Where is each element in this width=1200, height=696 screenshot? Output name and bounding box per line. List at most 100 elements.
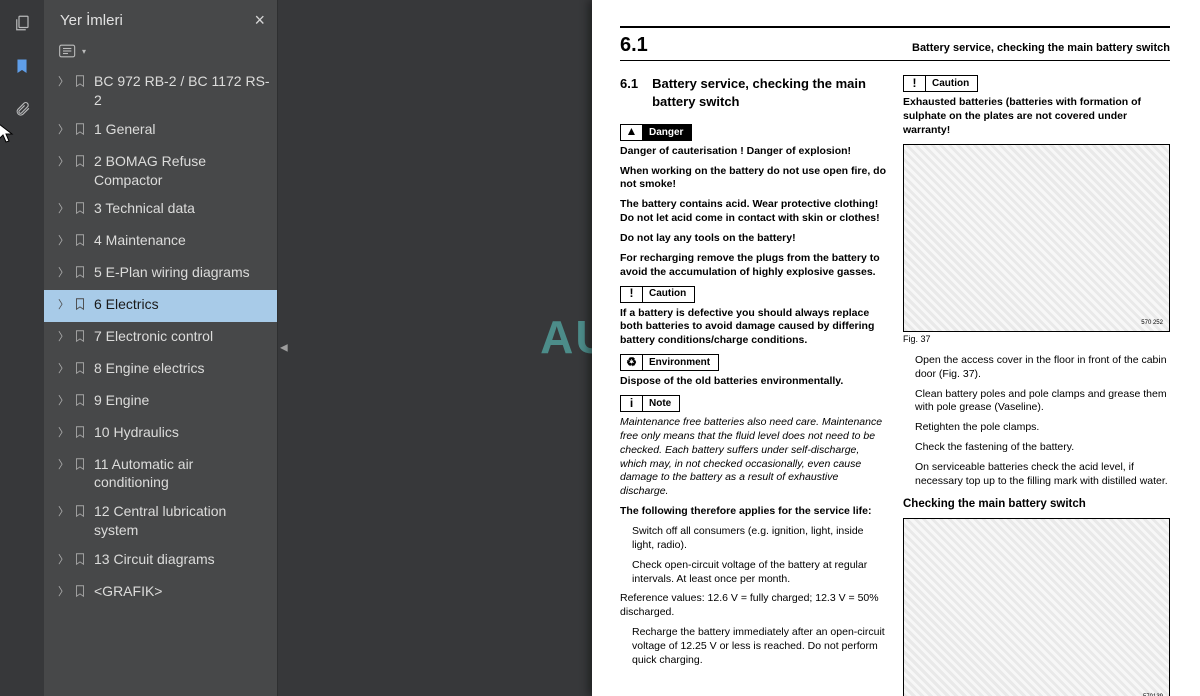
figure-37: 570 252 [903, 144, 1170, 332]
bookmark-flag-icon [73, 199, 87, 221]
figure-caption: Fig. 37 [903, 334, 1170, 346]
close-icon[interactable]: × [254, 10, 265, 31]
expand-icon[interactable]: 〉 [58, 423, 66, 441]
bookmark-flag-icon [73, 327, 87, 349]
body-text: For recharging remove the plugs from the… [620, 252, 887, 280]
expand-icon[interactable]: 〉 [58, 359, 66, 377]
body-text: Exhausted batteries (batteries with form… [903, 96, 1170, 138]
expand-icon[interactable]: 〉 [58, 391, 66, 409]
attachments-icon[interactable] [14, 100, 31, 123]
bookmark-item[interactable]: 〉4 Maintenance [44, 226, 277, 258]
caution-label: !Caution [620, 286, 695, 303]
bookmark-label: 1 General [94, 120, 271, 139]
expand-icon[interactable]: 〉 [58, 231, 66, 249]
expand-icon[interactable]: 〉 [58, 295, 66, 313]
bookmarks-panel: Yer İmleri × ▾ 〉 BC 972 RB-2 / BC 1172 RS… [44, 0, 278, 696]
bookmark-item[interactable]: 〉10 Hydraulics [44, 418, 277, 450]
body-text: If a battery is defective you should alw… [620, 307, 887, 349]
panel-header: Yer İmleri × [44, 0, 277, 37]
bookmark-label: 2 BOMAG Refuse Compactor [94, 152, 271, 190]
bookmark-label: 5 E-Plan wiring diagrams [94, 263, 271, 282]
bookmark-item[interactable]: 〉 BC 972 RB-2 / BC 1172 RS-2 [44, 67, 277, 115]
body-text: Reference values: 12.6 V = fully charged… [620, 592, 887, 620]
bookmark-item[interactable]: 〉 13 Circuit diagrams [44, 545, 277, 577]
bookmark-item[interactable]: 〉 1 General [44, 115, 277, 147]
body-text: Do not lay any tools on the battery! [620, 232, 887, 246]
bookmark-flag-icon [73, 263, 87, 285]
bookmark-flag-icon [73, 152, 87, 174]
expand-icon[interactable]: 〉 [58, 152, 66, 170]
bookmark-item[interactable]: 〉 3 Technical data [44, 194, 277, 226]
heading-number: 6.1 [620, 75, 638, 109]
expand-icon[interactable]: 〉 [58, 455, 66, 473]
body-text: On serviceable batteries check the acid … [903, 461, 1170, 489]
body-text: When working on the battery do not use o… [620, 165, 887, 193]
expand-icon[interactable]: 〉 [58, 199, 66, 217]
bookmark-item[interactable]: 〉 9 Engine [44, 386, 277, 418]
page-gutter [292, 0, 592, 696]
warning-icon: ! [621, 287, 643, 302]
label-text: Note [643, 397, 679, 410]
options-icon[interactable] [58, 43, 78, 59]
subheading: Checking the main battery switch [903, 497, 1170, 512]
body-text: The battery contains acid. Wear protecti… [620, 198, 887, 226]
bookmark-flag-icon [73, 231, 87, 253]
expand-icon[interactable]: 〉 [58, 502, 66, 520]
bookmark-item[interactable]: 〉 5 E-Plan wiring diagrams [44, 258, 277, 290]
expand-icon[interactable]: 〉 [58, 263, 66, 281]
bookmark-flag-icon [73, 550, 87, 572]
label-text: Danger [643, 126, 691, 139]
bookmark-item[interactable]: 〉7 Electronic control [44, 322, 277, 354]
bookmark-label: 12 Central lubrication system [94, 502, 271, 540]
warning-icon: ▲ [621, 125, 643, 140]
bookmark-label: 3 Technical data [94, 199, 271, 218]
bookmark-item[interactable]: 〉 <GRAFIK> [44, 577, 277, 609]
bookmark-label: 9 Engine [94, 391, 271, 410]
figure-38: 570139 [903, 518, 1170, 696]
pdf-toolstrip [0, 0, 44, 696]
warning-icon: ! [904, 76, 926, 91]
body-text: The following therefore applies for the … [620, 505, 887, 519]
note-label: iNote [620, 395, 680, 412]
expand-icon[interactable]: 〉 [58, 72, 66, 90]
bookmark-item[interactable]: 〉 11 Automatic air conditioning [44, 450, 277, 498]
label-text: Caution [643, 287, 694, 300]
expand-icon[interactable]: 〉 [58, 327, 66, 345]
body-text: Clean battery poles and pole clamps and … [903, 388, 1170, 416]
sidebar-collapse-handle[interactable]: ◀ [278, 0, 292, 696]
panel-toolbar: ▾ [44, 37, 277, 67]
figure-tag: 570 252 [1141, 320, 1163, 328]
body-text: Check open-circuit voltage of the batter… [620, 559, 887, 587]
body-text: Maintenance free batteries also need car… [620, 416, 887, 499]
danger-label: ▲Danger [620, 124, 692, 141]
bookmark-item[interactable]: 〉8 Engine electrics [44, 354, 277, 386]
pages-icon[interactable] [13, 14, 31, 37]
info-icon: i [621, 396, 643, 411]
bookmark-label: 13 Circuit diagrams [94, 550, 271, 569]
chevron-down-icon[interactable]: ▾ [82, 47, 86, 56]
bookmark-item[interactable]: 〉 12 Central lubrication system [44, 497, 277, 545]
top-rule [620, 26, 1170, 28]
expand-icon[interactable]: 〉 [58, 120, 66, 138]
expand-icon[interactable]: 〉 [58, 550, 66, 568]
body-text: Switch off all consumers (e.g. ignition,… [620, 525, 887, 553]
sub-rule [620, 60, 1170, 61]
body-text: Open the access cover in the floor in fr… [903, 354, 1170, 382]
environment-label: ♻Environment [620, 354, 719, 371]
bookmark-item[interactable]: 〉6 Electrics [44, 290, 277, 322]
label-text: Environment [643, 356, 718, 369]
body-text: Danger of cauterisation ! Danger of expl… [620, 145, 887, 159]
bookmark-item[interactable]: 〉 2 BOMAG Refuse Compactor [44, 147, 277, 195]
section-heading: 6.1 Battery service, checking the main b… [620, 75, 887, 109]
bookmark-label: BC 972 RB-2 / BC 1172 RS-2 [94, 72, 271, 110]
bookmark-icon[interactable] [14, 57, 30, 80]
body-text: Recharge the battery immediately after a… [620, 626, 887, 668]
expand-icon[interactable]: 〉 [58, 582, 66, 600]
document-viewport[interactable]: AUTOPDF.NET 6.1 Battery service, checkin… [292, 0, 1200, 696]
bookmark-flag-icon [73, 582, 87, 604]
label-text: Caution [926, 77, 977, 90]
bookmark-label: 11 Automatic air conditioning [94, 455, 271, 493]
bookmark-label: <GRAFIK> [94, 582, 271, 601]
body-text: Check the fastening of the battery. [903, 441, 1170, 455]
bookmark-flag-icon [73, 423, 87, 445]
